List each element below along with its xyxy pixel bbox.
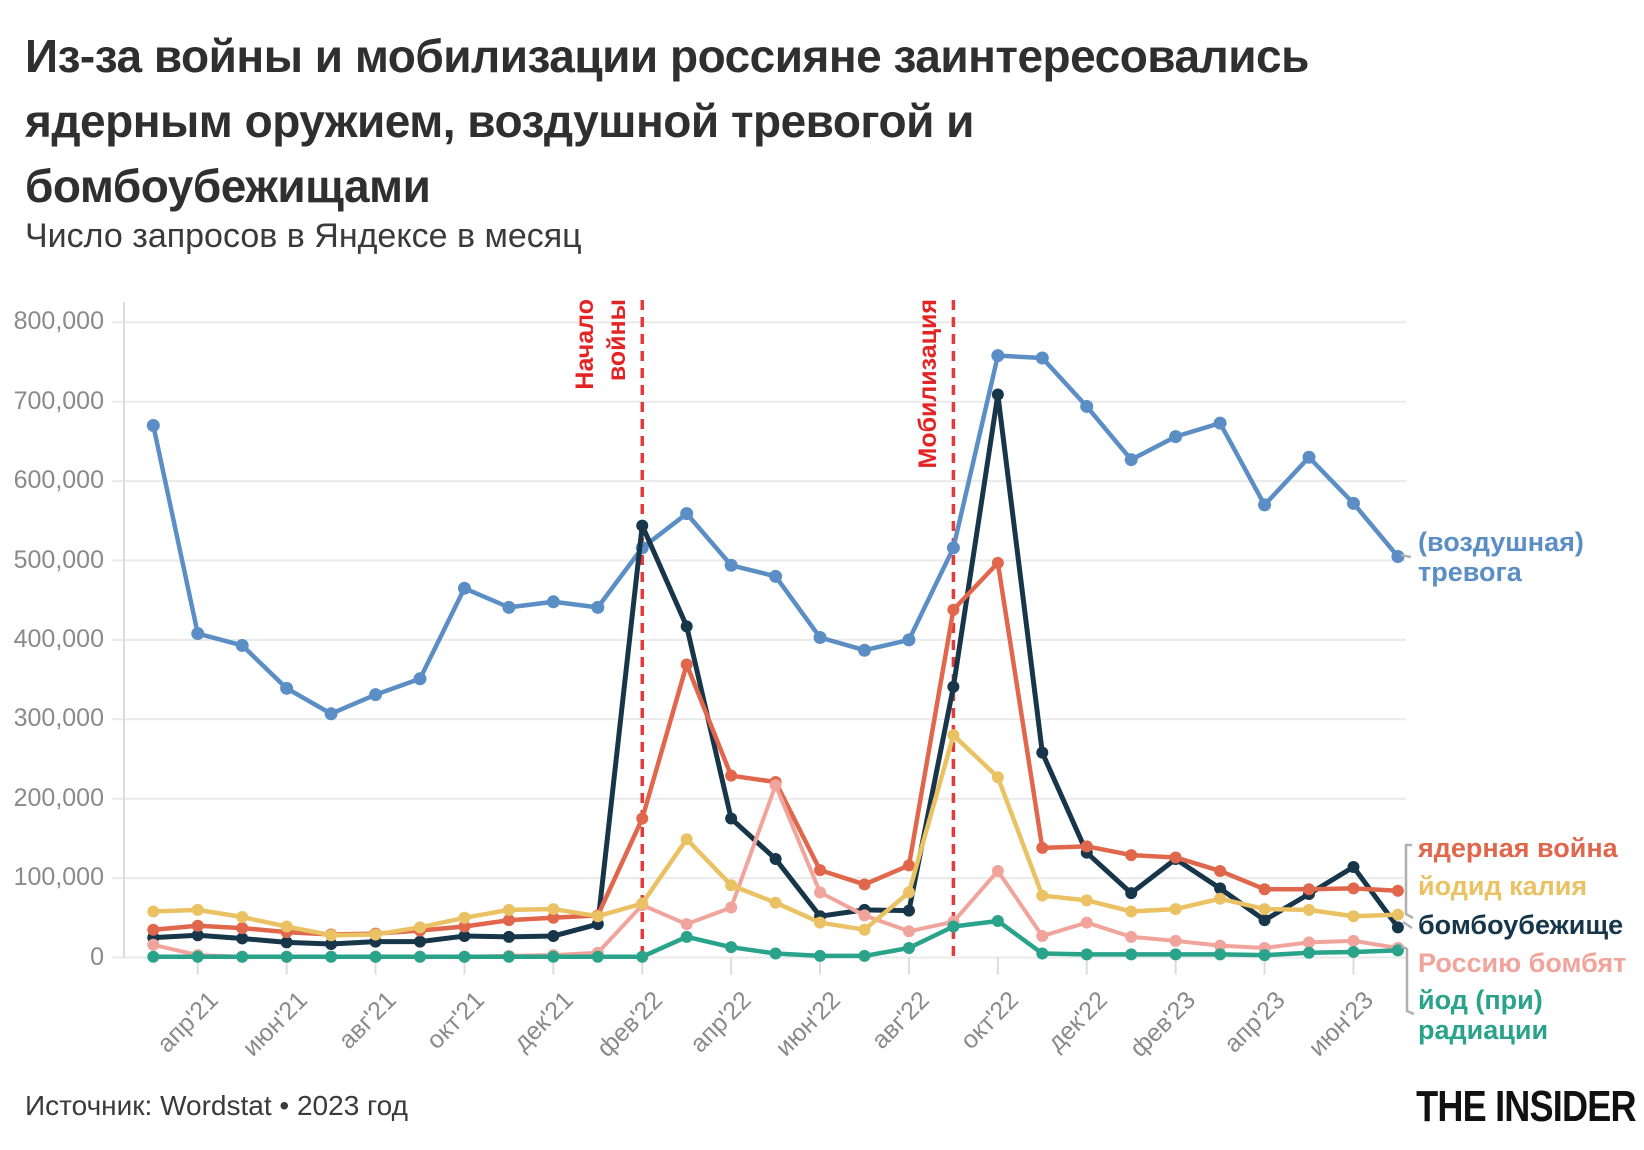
y-tick-label: 700,000 bbox=[13, 386, 104, 415]
annotation-text: Мобилизация bbox=[914, 299, 943, 469]
annotation-1: Начало войны bbox=[571, 299, 632, 390]
title-line-3: бомбоубежищами bbox=[25, 160, 431, 212]
y-tick-label: 0 bbox=[90, 942, 104, 971]
legend-label-5: Россию бомбят bbox=[1418, 948, 1627, 978]
title-line-2: ядерным оружием, воздушной тревогой и bbox=[25, 95, 974, 147]
legend-label-2: ядерная война bbox=[1418, 833, 1618, 863]
y-tick-label: 400,000 bbox=[13, 624, 104, 653]
legend-label-3: йодид калия bbox=[1418, 871, 1588, 901]
source-text: Источник: Wordstat • 2023 год bbox=[25, 1090, 408, 1121]
y-tick-label: 600,000 bbox=[13, 466, 104, 495]
title-line-1: Из-за войны и мобилизации россияне заинт… bbox=[25, 30, 1309, 82]
annotation-2: Мобилизация bbox=[914, 299, 943, 468]
y-tick-label: 800,000 bbox=[13, 307, 104, 336]
page-subtitle: Число запросов в Яндексе в месяц bbox=[25, 217, 582, 255]
legend-label-1: (воздушная) тревога bbox=[1418, 527, 1584, 587]
y-tick-label: 100,000 bbox=[13, 863, 104, 892]
annotation-text: Начало bbox=[571, 299, 600, 390]
y-tick-label: 200,000 bbox=[13, 783, 104, 812]
y-tick-label: 500,000 bbox=[13, 545, 104, 574]
legend-label-6: йод (при) радиации bbox=[1418, 985, 1549, 1045]
annotation-text: войны bbox=[603, 299, 632, 382]
page-title: Из-за войны и мобилизации россияне заинт… bbox=[25, 24, 1605, 219]
y-tick-label: 300,000 bbox=[13, 704, 104, 733]
legend-label-4: бомбоубежище bbox=[1418, 910, 1624, 940]
brand-logo: THE INSIDER bbox=[1416, 1082, 1636, 1131]
